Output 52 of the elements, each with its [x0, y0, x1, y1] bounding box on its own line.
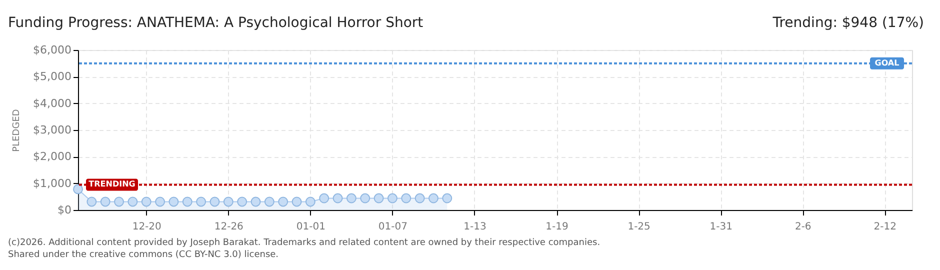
x-tick-label: 2-6: [794, 222, 812, 232]
x-tick-label: 1-25: [628, 222, 650, 232]
x-tick-label: 12-20: [132, 222, 162, 232]
text: Shared under the creative commons (CC BY-NC 3.0) license.: [8, 250, 279, 260]
ref-line-label: GOAL: [874, 58, 900, 68]
x-tick-label: 1-31: [710, 222, 732, 232]
y-tick-label: $3,000: [33, 124, 72, 136]
point: [278, 196, 288, 207]
point: [442, 193, 452, 204]
point: [114, 196, 124, 207]
point: [387, 193, 398, 204]
y-tick-label: $1,000: [33, 176, 72, 190]
point: [168, 196, 179, 207]
x-tick-label: 01-07: [378, 222, 408, 232]
y-tick-label: $4,000: [33, 96, 72, 110]
text: (c)2026. Additional content provided by Joseph Barakat. Trademarks and related content are owned by their respective companies.: [8, 238, 600, 248]
y-tick-label: $6,000: [33, 44, 72, 56]
chart-title: Funding Progress: ANATHEMA: A Psychological Horror Short: [8, 15, 424, 31]
x-tick-label: 01-01: [296, 222, 326, 232]
point: [73, 184, 83, 194]
point: [305, 196, 316, 207]
x-tick-label: 1-13: [464, 222, 486, 232]
point: [414, 193, 425, 204]
point: [332, 193, 343, 204]
point: [250, 196, 261, 207]
point: [86, 196, 97, 207]
point: [428, 193, 438, 204]
x-tick-label: 12-26: [214, 222, 244, 232]
point: [346, 193, 356, 204]
point: [374, 193, 384, 204]
y-axis-title: PLEDGED: [12, 109, 22, 152]
y-tick-label: $0: [58, 204, 72, 216]
point: [210, 196, 220, 207]
point: [237, 196, 248, 207]
y-tick-label: $2,000: [33, 150, 72, 164]
chart-subtitle: Trending: $948 (17%): [772, 15, 924, 31]
point: [319, 193, 330, 204]
point: [196, 196, 206, 207]
point: [223, 196, 234, 207]
point: [128, 196, 138, 207]
point: [292, 196, 302, 207]
y-tick-label: $5,000: [33, 70, 72, 84]
x-tick-label: 2-12: [874, 222, 897, 232]
ref-line-label: TRENDING: [88, 180, 136, 189]
x-tick-label: 1-19: [546, 222, 568, 232]
point: [100, 196, 110, 207]
point: [182, 196, 192, 207]
point: [155, 196, 166, 207]
point: [401, 193, 412, 204]
point: [141, 196, 152, 207]
point: [360, 193, 370, 204]
point: [264, 196, 274, 207]
